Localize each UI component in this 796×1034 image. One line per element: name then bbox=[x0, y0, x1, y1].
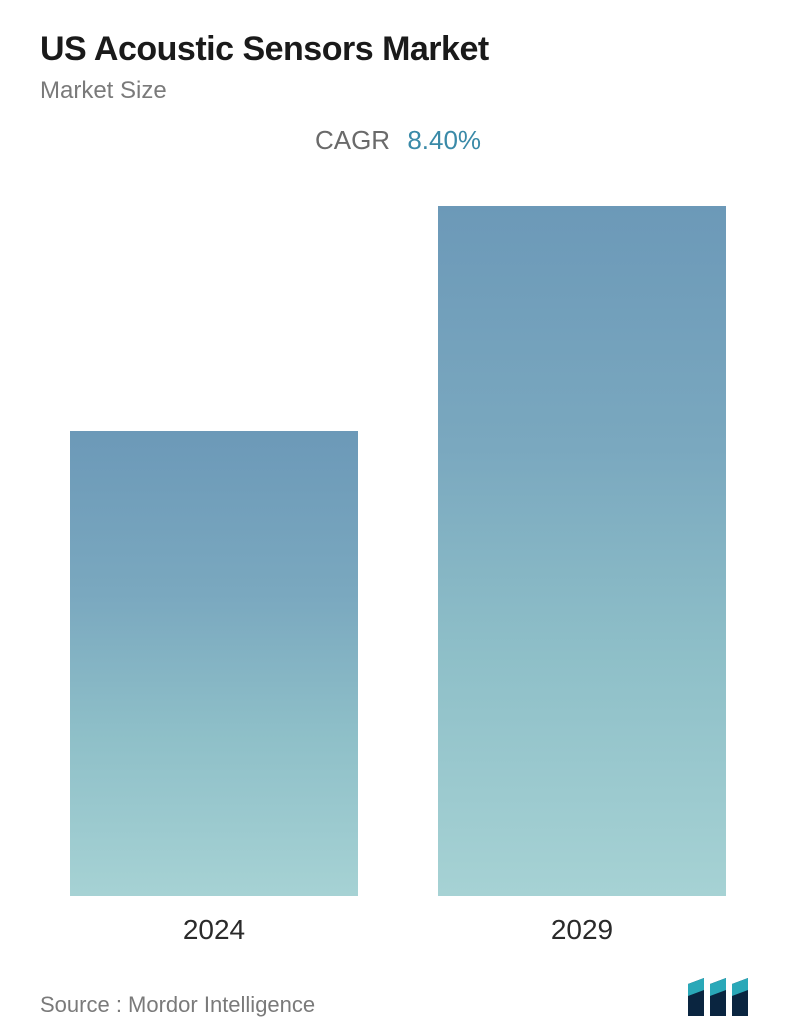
bar-0 bbox=[70, 431, 358, 896]
page-subtitle: Market Size bbox=[40, 77, 756, 105]
bar-group-0: 2024 bbox=[70, 431, 358, 946]
footer: Source : Mordor Intelligence bbox=[40, 946, 756, 1023]
page-title: US Acoustic Sensors Market bbox=[40, 30, 756, 69]
chart-area: 2024 2029 bbox=[40, 166, 756, 946]
bar-label-1: 2029 bbox=[551, 914, 613, 946]
cagr-row: CAGR 8.40% bbox=[40, 125, 756, 156]
cagr-label: CAGR bbox=[315, 125, 390, 155]
bar-label-0: 2024 bbox=[183, 914, 245, 946]
bar-group-1: 2029 bbox=[438, 206, 726, 946]
bar-1 bbox=[438, 206, 726, 896]
logo-icon bbox=[686, 976, 756, 1018]
chart-container: US Acoustic Sensors Market Market Size C… bbox=[0, 0, 796, 1034]
source-text: Source : Mordor Intelligence bbox=[40, 992, 315, 1018]
cagr-value: 8.40% bbox=[407, 125, 481, 155]
